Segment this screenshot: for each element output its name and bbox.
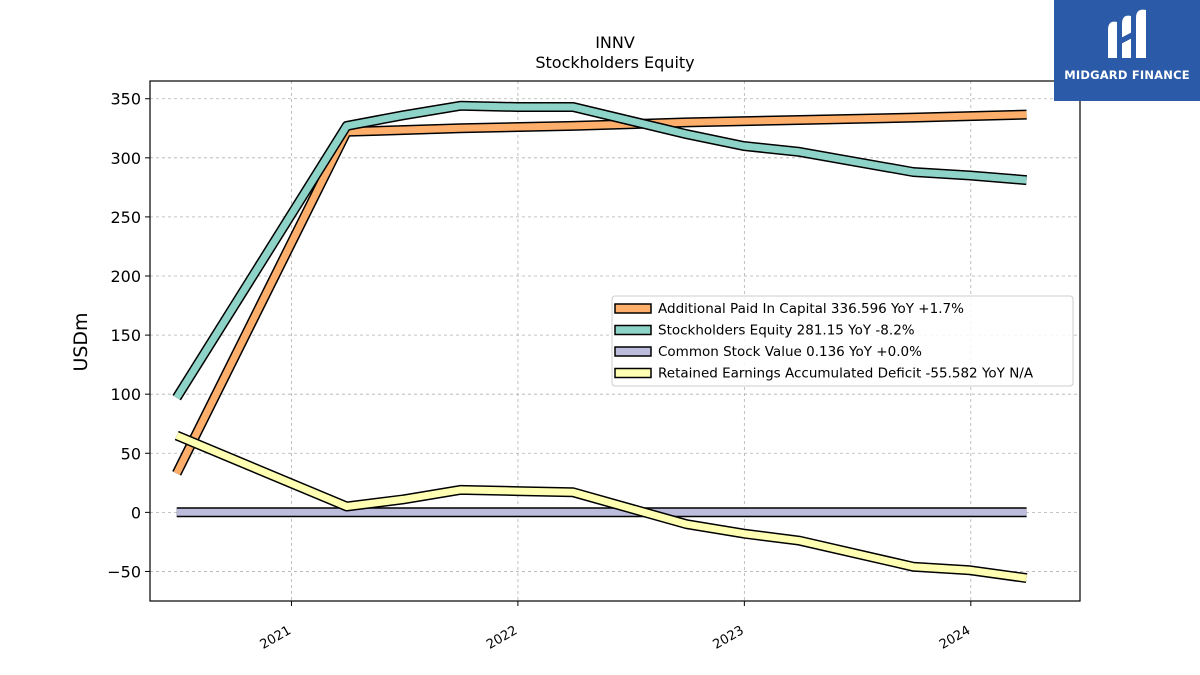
legend-swatch <box>614 324 652 336</box>
x-tick-label: 2021 <box>258 623 294 653</box>
y-tick-label: 250 <box>110 208 141 227</box>
plot-frame <box>149 80 1081 602</box>
y-tick-label: 100 <box>110 385 141 404</box>
y-axis-label: USDm <box>70 312 92 371</box>
y-tick-label: 0 <box>131 503 141 522</box>
brand-name: MIDGARD FINANCE <box>1064 68 1190 82</box>
legend-label: Stockholders Equity 281.15 YoY -8.2% <box>658 323 915 339</box>
y-axis-ticks: −50 0 50 100 150 200 250 300 350 <box>107 90 150 581</box>
chart-subtitle: Stockholders Equity <box>535 53 694 72</box>
legend-label: Additional Paid In Capital 336.596 YoY +… <box>658 301 964 317</box>
legend-label: Retained Earnings Accumulated Deficit -5… <box>658 366 1034 382</box>
y-tick-label: 350 <box>110 90 141 109</box>
midgard-finance-logo: MIDGARD FINANCE <box>1054 0 1200 101</box>
x-tick-label: 2023 <box>711 623 747 653</box>
legend: Additional Paid In Capital 336.596 YoY +… <box>611 295 1074 387</box>
legend-label: Common Stock Value 0.136 YoY +0.0% <box>658 344 922 360</box>
series-layer <box>172 100 1028 584</box>
series-line-1 <box>172 100 1028 401</box>
legend-swatch <box>614 367 652 379</box>
y-tick-label: 300 <box>110 149 141 168</box>
legend-box <box>611 295 1074 387</box>
y-tick-label: 200 <box>110 267 141 286</box>
legend-swatch <box>614 346 652 357</box>
legend-swatch <box>614 303 652 314</box>
brand-mark-icon <box>1108 9 1146 58</box>
x-axis-ticks: 2021 2022 2023 2024 <box>258 601 973 653</box>
x-tick-label: 2024 <box>937 623 973 653</box>
series-line-3 <box>174 430 1028 584</box>
y-tick-label: 50 <box>121 444 141 463</box>
y-tick-label: 150 <box>110 326 141 345</box>
y-tick-label: −50 <box>107 562 141 581</box>
x-tick-label: 2022 <box>484 623 520 653</box>
chart-title: INNV <box>595 33 635 52</box>
